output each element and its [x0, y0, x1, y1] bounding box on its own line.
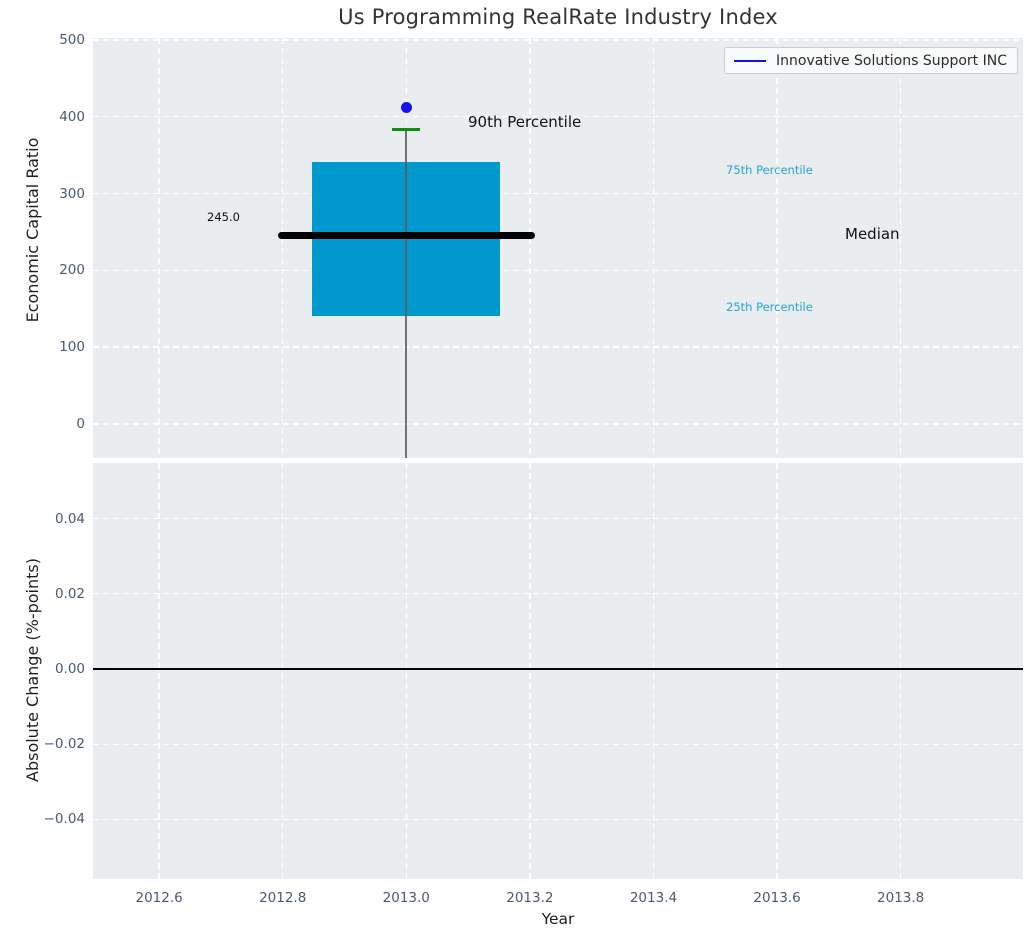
chart-title: Us Programming RealRate Industry Index — [338, 5, 778, 29]
x-axis-label: Year — [541, 910, 575, 928]
median-line — [277, 232, 535, 240]
median-value-annotation: 245.0 — [207, 210, 240, 224]
gridline-vertical — [899, 463, 902, 879]
gridline-vertical — [776, 38, 778, 458]
gridline-vertical — [652, 38, 655, 458]
gridline-horizontal — [93, 346, 1023, 348]
gridline-vertical — [158, 463, 160, 879]
p90-cap-line — [392, 128, 421, 132]
gridline-vertical — [529, 38, 531, 458]
legend-entry-label: Innovative Solutions Support INC — [776, 52, 1007, 69]
gridline-horizontal — [93, 517, 1023, 520]
gridline-vertical — [652, 463, 655, 879]
gridline-vertical — [282, 38, 284, 458]
y-tick-label: 500 — [59, 31, 85, 48]
gridline-horizontal — [93, 116, 1023, 118]
p90-annotation: 90th Percentile — [468, 113, 582, 131]
gridline-horizontal — [93, 192, 1023, 195]
x-tick-label: 2012.6 — [135, 890, 183, 906]
p75-annotation: 75th Percentile — [726, 163, 813, 177]
company-data-point — [400, 102, 412, 114]
gridline-horizontal — [93, 269, 1023, 272]
gridline-vertical — [899, 38, 902, 458]
gridline-horizontal — [93, 743, 1023, 745]
median-annotation: Median — [845, 225, 900, 243]
x-tick-label: 2013.0 — [382, 890, 430, 906]
gridline-vertical — [405, 463, 407, 879]
x-tick-label: 2013.4 — [629, 890, 678, 906]
y-tick-label: 0.02 — [54, 585, 85, 602]
y-tick-label: −0.04 — [43, 811, 85, 828]
top-plot-area: 90th Percentile 75th Percentile Median 25th… — [93, 38, 1023, 458]
legend: Innovative Solutions Support INC — [724, 47, 1018, 74]
gridline-vertical — [158, 38, 160, 458]
p25-annotation: 25th Percentile — [726, 300, 813, 314]
x-tick-label: 2013.8 — [877, 890, 925, 906]
x-tick-label: 2013.2 — [506, 890, 554, 906]
gridline-horizontal — [93, 39, 1023, 41]
gridline-vertical — [282, 463, 284, 879]
zero-change-baseline — [93, 668, 1023, 670]
bottom-plot-area — [93, 463, 1023, 879]
gridline-horizontal — [93, 818, 1023, 821]
x-tick-label: 2013.6 — [753, 890, 801, 906]
y-tick-label: 100 — [59, 339, 85, 356]
y-tick-label: 400 — [59, 108, 85, 125]
percentile-range-line — [405, 129, 408, 458]
x-tick-label: 2012.8 — [259, 890, 307, 906]
gridline-vertical — [529, 463, 531, 879]
gridline-vertical — [776, 463, 778, 879]
legend-line-sample-icon — [734, 59, 767, 62]
y-tick-label: 0.00 — [54, 661, 85, 677]
gridline-horizontal — [93, 593, 1023, 595]
y-tick-label: 200 — [59, 262, 85, 279]
y-tick-label: 300 — [59, 185, 85, 202]
gridline-horizontal — [93, 423, 1023, 425]
y-tick-label: 0.04 — [54, 510, 85, 527]
y-tick-label: 0 — [76, 415, 85, 432]
y-tick-label: −0.02 — [43, 736, 85, 753]
